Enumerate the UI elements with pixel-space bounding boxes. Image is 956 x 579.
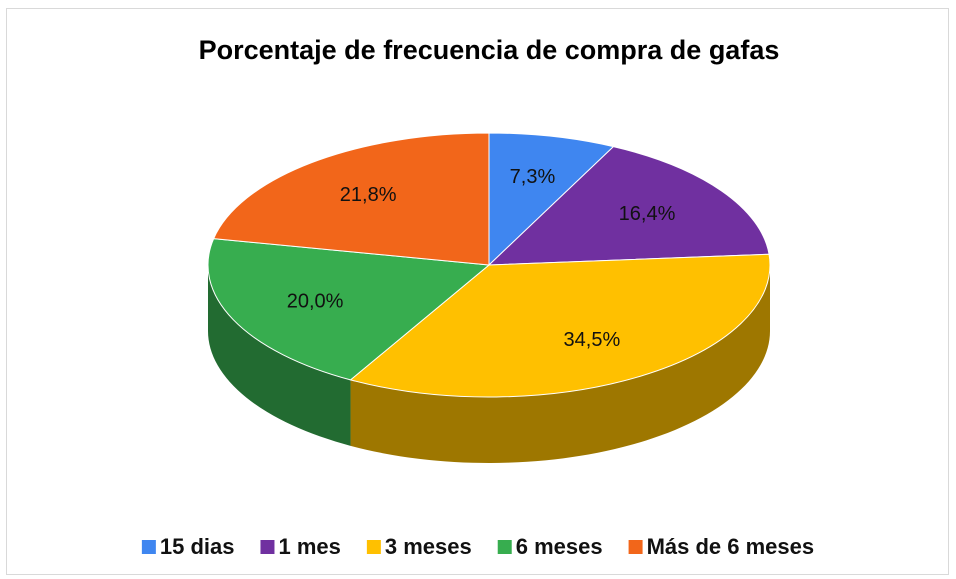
legend-swatch: [366, 540, 381, 554]
pie-slice: [207, 238, 491, 381]
data-label: 16,4%: [619, 203, 676, 225]
data-label: 20,0%: [287, 290, 344, 312]
legend-label: 6 meses: [516, 534, 603, 559]
chart-title: Porcentaje de frecuencia de compra de ga…: [199, 35, 780, 65]
legend-swatch: [497, 540, 512, 554]
legend-swatch: [628, 540, 643, 554]
legend-label: 15 dias: [160, 534, 235, 559]
legend-swatch: [141, 540, 156, 554]
legend-swatch: [260, 540, 275, 554]
legend-label: Más de 6 meses: [647, 534, 815, 559]
pie-slice: [349, 253, 771, 398]
legend-label: 1 mes: [278, 534, 340, 559]
data-label: 34,5%: [564, 329, 621, 351]
pie-slice: [488, 132, 615, 267]
data-label: 21,8%: [340, 184, 397, 206]
pie-side: [350, 265, 770, 463]
data-label: 7,3%: [510, 166, 556, 188]
pie-slice: [487, 146, 770, 266]
legend-label: 3 meses: [385, 534, 472, 559]
pie-slice: [212, 132, 490, 266]
pie-side: [208, 265, 351, 446]
